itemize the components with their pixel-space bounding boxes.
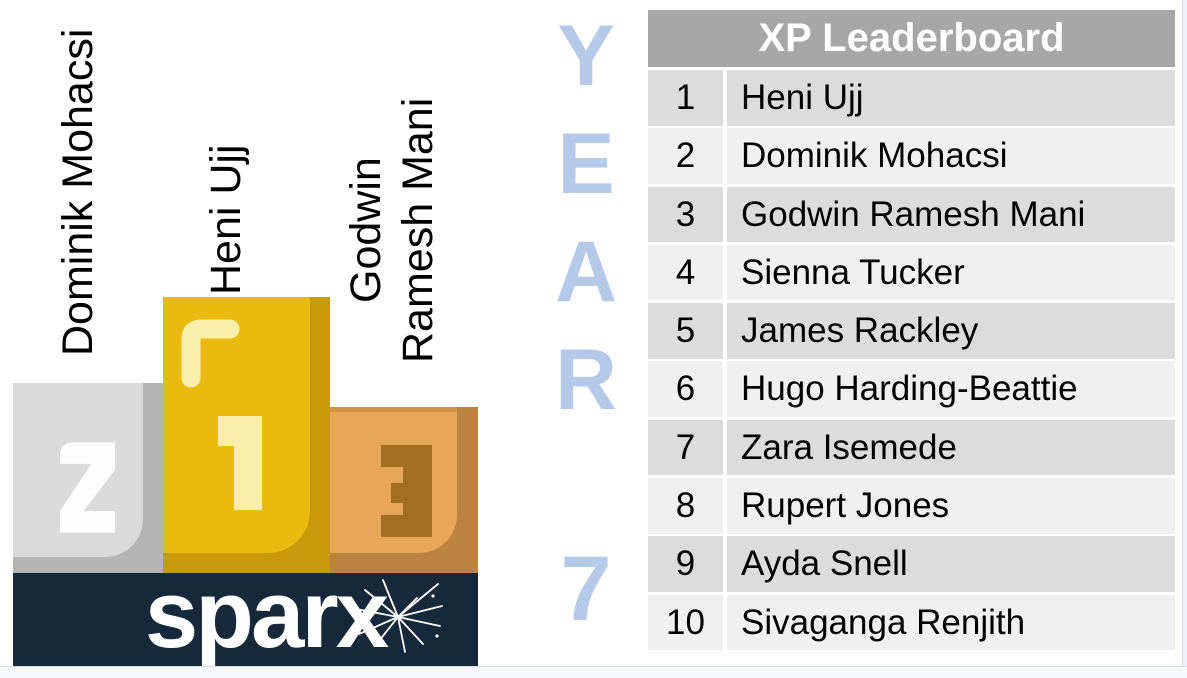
podium-number-2-icon — [59, 442, 116, 533]
player-name-cell: Heni Ujj — [727, 70, 1175, 126]
leaderboard-row: 9 Ayda Snell — [648, 536, 1175, 592]
podium-number-1-icon — [218, 416, 262, 510]
xp-leaderboard-table: XP Leaderboard 1 Heni Ujj 2 Dominik Moha… — [648, 10, 1175, 651]
leaderboard-row: 8 Rupert Jones — [648, 478, 1175, 534]
window-bottom-edge — [0, 666, 1187, 678]
leaderboard-rows: 1 Heni Ujj 2 Dominik Mohacsi 3 Godwin Ra… — [648, 70, 1175, 651]
podium-name-third: Godwin Ramesh Mani — [342, 97, 442, 363]
leaderboard-row: 6 Hugo Harding-Beattie — [648, 361, 1175, 417]
leaderboard-row: 1 Heni Ujj — [648, 70, 1175, 126]
podium-number-3-icon — [381, 445, 432, 537]
player-name-cell: Sivaganga Renjith — [727, 594, 1175, 651]
rank-cell: 8 — [648, 478, 723, 534]
podium-block-third — [330, 407, 478, 573]
scrollbar-track[interactable] — [1182, 0, 1187, 666]
rank-cell: 7 — [648, 419, 723, 476]
leaderboard-row: 4 Sienna Tucker — [648, 244, 1175, 301]
leaderboard-row: 3 Godwin Ramesh Mani — [648, 186, 1175, 243]
podium-name-second: Dominik Mohacsi — [54, 28, 102, 356]
rank-cell: 9 — [648, 536, 723, 592]
sparx-logo-text: sparx — [144, 560, 389, 668]
spark-burst-icon — [350, 579, 443, 653]
leaderboard-row: 5 James Rackley — [648, 303, 1175, 359]
leaderboard-title: XP Leaderboard — [648, 10, 1175, 67]
year-letter: Y — [557, 8, 615, 104]
shine-highlight-icon — [181, 319, 240, 388]
leaderboard-row: 7 Zara Isemede — [648, 419, 1175, 476]
rank-cell: 2 — [648, 128, 723, 184]
year-letter: E — [557, 116, 615, 212]
player-name-cell: Hugo Harding-Beattie — [727, 361, 1175, 417]
year-letter: A — [554, 224, 618, 320]
leaderboard-row: 10 Sivaganga Renjith — [648, 594, 1175, 651]
leaderboard-row: 2 Dominik Mohacsi — [648, 128, 1175, 184]
podium-name-first: Heni Ujj — [202, 144, 250, 295]
rank-cell: 1 — [648, 70, 723, 126]
rank-cell: 4 — [648, 244, 723, 301]
podium-graphic: Dominik Mohacsi Heni Ujj Godwin Ramesh M… — [0, 0, 480, 678]
rank-cell: 5 — [648, 303, 723, 359]
podium-block-second — [13, 383, 163, 573]
player-name-cell: Ayda Snell — [727, 536, 1175, 592]
year-number: 7 — [560, 538, 612, 640]
player-name-cell: Rupert Jones — [727, 478, 1175, 534]
player-name-cell: Dominik Mohacsi — [727, 128, 1175, 184]
rank-cell: 6 — [648, 361, 723, 417]
year-letter: R — [554, 332, 618, 428]
rank-cell: 3 — [648, 186, 723, 243]
rank-cell: 10 — [648, 594, 723, 651]
player-name-cell: Sienna Tucker — [727, 244, 1175, 301]
player-name-cell: James Rackley — [727, 303, 1175, 359]
player-name-cell: Godwin Ramesh Mani — [727, 186, 1175, 243]
podium-block-first — [163, 297, 330, 573]
sparx-logo: sparx — [13, 560, 478, 668]
podium-block-third-edge — [330, 407, 457, 412]
player-name-cell: Zara Isemede — [727, 419, 1175, 476]
